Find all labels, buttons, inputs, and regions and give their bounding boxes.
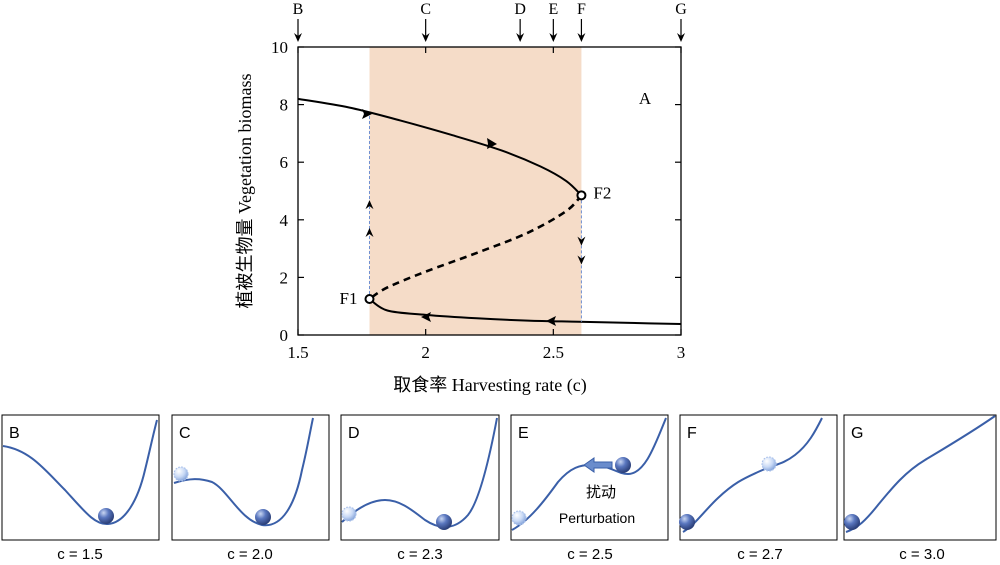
- landscape-panel-b: B c = 1.5: [1, 414, 160, 563]
- bistable-region: [369, 47, 582, 335]
- y-tick-label: 6: [280, 153, 289, 172]
- landscape-curve: [341, 417, 498, 528]
- landscape-panel-d: D c = 2.3: [340, 414, 500, 563]
- alt-state-ball: [341, 506, 357, 522]
- down-arrow-icon: [577, 33, 586, 42]
- marker-label: E: [548, 1, 558, 18]
- marker-label: D: [514, 1, 526, 18]
- fold-point-marker: [364, 294, 375, 304]
- down-arrow-icon: [294, 33, 302, 42]
- plot-frame: [297, 46, 682, 336]
- marker-label: F: [577, 1, 586, 18]
- arrow-icon: [362, 109, 372, 119]
- panel-letter: E: [518, 425, 529, 442]
- panel-caption: c = 1.5: [57, 546, 102, 563]
- arrow-icon: [421, 312, 431, 322]
- panel-letter: D: [348, 425, 360, 442]
- panel-caption: c = 3.0: [899, 546, 944, 563]
- panel-letter: F: [687, 425, 697, 442]
- transition-arrow-icon: [365, 200, 374, 210]
- panel-caption: c = 2.0: [227, 546, 272, 563]
- panel-caption: c = 2.3: [397, 546, 442, 563]
- fold-points: F1 F2: [340, 183, 612, 308]
- landscape-panel-f: F c = 2.7: [679, 414, 838, 563]
- y-tick-label: 2: [280, 268, 289, 287]
- x-tick-label: 1.5: [287, 343, 308, 362]
- state-ball: [679, 514, 695, 530]
- panel-letter: B: [9, 425, 20, 442]
- transition-arrow-icon: [365, 227, 374, 237]
- perturbation-label-en: Perturbation: [559, 510, 635, 526]
- transition-arrow-icon: [577, 236, 586, 246]
- down-arrow-icon: [549, 33, 558, 42]
- landscape-panel-e: E 扰动 Perturbation c = 2.5: [510, 414, 669, 563]
- bifurcation-plot: 1.5 2 2.5 3 0 2 4 6 8 10 B C D E F G F1 F2 A 取食率 Harves…: [235, 1, 687, 396]
- landscape-panel-g: G c = 3.0: [843, 414, 997, 563]
- x-axis-label: 取食率 Harvesting rate (c): [393, 375, 586, 396]
- marker-label: G: [675, 1, 687, 18]
- flow-arrows: [362, 109, 556, 326]
- y-tick-label: 8: [280, 96, 289, 115]
- stable-branch: [368, 298, 682, 326]
- arrow-icon: [546, 316, 556, 326]
- fold-point-label: F2: [593, 183, 611, 202]
- stable-branch: [297, 97, 583, 197]
- panel-letter: G: [851, 425, 863, 442]
- down-arrow-icon: [516, 33, 525, 42]
- marker-label: B: [293, 1, 304, 18]
- equilibrium-curves: [297, 97, 682, 326]
- landscape-curve: [845, 415, 996, 533]
- down-arrow-icon: [421, 33, 430, 42]
- transition-lines: [365, 113, 586, 322]
- state-ball: [98, 508, 114, 524]
- state-ball: [844, 514, 860, 530]
- axis-ticks: 1.5 2 2.5 3 0 2 4 6 8 10: [271, 38, 685, 362]
- alt-state-ball: [761, 456, 777, 472]
- x-tick-label: 3: [677, 343, 686, 362]
- perturbation-arrow-icon: [583, 457, 613, 473]
- fold-point-label: F1: [340, 289, 358, 308]
- panel-caption: c = 2.7: [737, 546, 782, 563]
- y-tick-label: 10: [271, 38, 288, 57]
- alt-state-ball: [511, 510, 527, 526]
- state-ball: [615, 457, 631, 473]
- unstable-branch: [368, 194, 583, 301]
- y-tick-label: 4: [280, 211, 289, 230]
- panel-letter: C: [179, 425, 191, 442]
- transition-arrow-icon: [577, 255, 586, 265]
- top-markers: B C D E F G: [293, 1, 687, 42]
- fold-point-marker: [576, 190, 587, 201]
- y-tick-label: 0: [280, 326, 289, 345]
- state-ball: [255, 509, 271, 525]
- alt-state-ball: [173, 466, 189, 482]
- perturbation-label-cn: 扰动: [586, 483, 616, 501]
- down-arrow-icon: [677, 33, 685, 42]
- landscape-panel-c: C c = 2.0: [171, 414, 330, 563]
- arrow-icon: [487, 138, 497, 149]
- y-axis-label: 植被生物量 Vegetation biomass: [235, 74, 255, 309]
- panel-label-a: A: [639, 89, 652, 108]
- landscape-curve: [173, 417, 314, 527]
- state-ball: [436, 514, 452, 530]
- panel-caption: c = 2.5: [567, 546, 612, 563]
- potential-landscapes: B c = 1.5 C c = 2.0 D c = 2.3 E: [1, 414, 997, 563]
- x-tick-label: 2.5: [543, 343, 564, 362]
- landscape-curve: [2, 419, 158, 526]
- landscape-curve: [682, 417, 823, 533]
- x-tick-label: 2: [421, 343, 430, 362]
- marker-label: C: [420, 1, 431, 18]
